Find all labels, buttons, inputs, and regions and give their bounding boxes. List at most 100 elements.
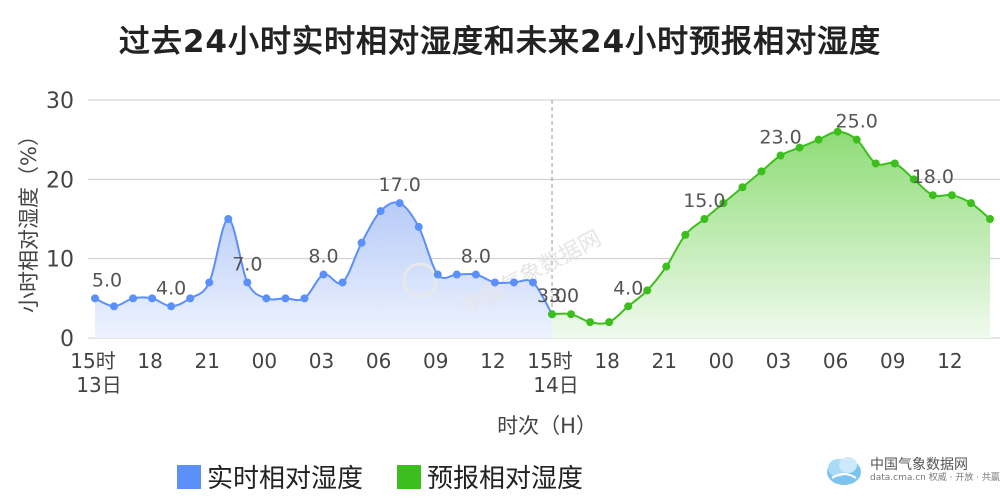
x-tick-label: 06 xyxy=(823,349,848,373)
data-label-forecast: 4.0 xyxy=(613,277,643,299)
data-point-forecast xyxy=(833,127,842,136)
data-point-actual xyxy=(243,278,252,287)
y-tick-label: 0 xyxy=(60,327,74,352)
x-tick-label: 15时 xyxy=(70,349,115,373)
logo-subtitle: data.cma.cn 权威 · 开放 · 共赢 xyxy=(870,472,1000,483)
x-tick-label: 09 xyxy=(423,349,448,373)
data-label-forecast: 25.0 xyxy=(836,111,878,133)
area-forecast xyxy=(552,131,990,338)
data-label-forecast: 23.0 xyxy=(759,127,801,149)
legend-label-actual: 实时相对湿度 xyxy=(206,464,363,494)
data-label-forecast: 15.0 xyxy=(683,190,725,212)
data-point-actual xyxy=(224,215,233,223)
chart-title: 过去24小时实时相对湿度和未来24小时预报相对湿度 xyxy=(118,24,882,60)
data-point-actual xyxy=(205,278,214,287)
data-point-forecast xyxy=(928,191,937,200)
x-tick-label: 12 xyxy=(937,349,962,373)
data-point-forecast xyxy=(776,151,785,160)
data-point-forecast xyxy=(586,318,595,327)
data-point-forecast xyxy=(757,167,766,176)
data-point-actual xyxy=(414,222,423,231)
data-point-forecast xyxy=(909,175,918,184)
data-point-actual xyxy=(490,278,499,287)
data-point-forecast xyxy=(814,135,823,144)
data-point-forecast xyxy=(567,310,576,319)
legend-label-forecast: 预报相对湿度 xyxy=(427,464,584,494)
x-tick-label: 00 xyxy=(709,349,734,373)
x-tick-label: 09 xyxy=(880,349,905,373)
x-date-label: 13日 xyxy=(76,373,121,397)
data-labels: 5.0 4.0 7.0 8.0 17.0 8.0 3.03.0 4.0 15.0 23.0 25.0… xyxy=(92,111,954,308)
data-point-actual xyxy=(300,294,309,303)
y-tick-label: 10 xyxy=(46,248,74,273)
data-point-forecast xyxy=(738,183,747,192)
x-tick-label: 15时 xyxy=(527,349,572,373)
data-label-actual: 3.0 xyxy=(537,285,567,307)
data-point-forecast xyxy=(719,199,728,208)
data-label-forecast: 18.0 xyxy=(912,166,954,188)
data-label-actual: 7.0 xyxy=(232,253,262,275)
data-points xyxy=(91,127,994,327)
legend-swatch-actual xyxy=(176,464,201,489)
data-point-forecast xyxy=(947,191,956,200)
data-label-actual: 17.0 xyxy=(379,174,421,196)
data-point-actual xyxy=(281,294,290,303)
data-point-forecast xyxy=(681,230,690,239)
y-tick-label: 20 xyxy=(46,168,74,193)
data-point-forecast xyxy=(605,318,614,327)
data-point-forecast xyxy=(548,310,557,319)
data-point-actual xyxy=(395,199,404,208)
data-point-actual xyxy=(528,278,537,287)
data-point-actual xyxy=(262,294,271,303)
legend-swatch-forecast xyxy=(397,464,421,489)
y-tick-label: 30 xyxy=(46,89,74,114)
data-point-actual xyxy=(129,294,138,303)
data-label-actual: 8.0 xyxy=(308,246,338,268)
data-label-actual: 4.0 xyxy=(156,277,186,299)
data-label-forecast: 3.0 xyxy=(549,285,579,307)
x-axis-label: 时次（H） xyxy=(497,414,597,438)
data-point-actual xyxy=(357,238,366,247)
data-point-forecast xyxy=(890,159,899,168)
area-actual xyxy=(95,202,553,338)
data-point-actual xyxy=(186,294,195,303)
data-point-actual xyxy=(167,302,176,311)
data-point-forecast xyxy=(662,262,671,271)
data-point-actual xyxy=(319,270,328,279)
legend-item-forecast[interactable]: 预报相对湿度 xyxy=(397,458,583,495)
data-point-actual xyxy=(91,294,99,303)
site-logo[interactable]: 中国气象数据网 data.cma.cn 权威 · 开放 · 共赢 xyxy=(824,452,1000,488)
x-tick-label: 21 xyxy=(652,349,677,373)
data-point-forecast xyxy=(700,215,709,223)
x-tick-label: 18 xyxy=(594,349,619,373)
x-tick-label: 12 xyxy=(480,349,505,373)
x-tick-label: 06 xyxy=(366,349,391,373)
data-point-forecast xyxy=(871,159,880,168)
x-tick-label: 18 xyxy=(137,349,162,373)
data-point-forecast xyxy=(966,199,975,208)
data-label-actual: 8.0 xyxy=(461,246,491,268)
legend-item-actual[interactable]: 实时相对湿度 xyxy=(176,458,363,495)
series-areas xyxy=(95,131,990,338)
watermark-icon xyxy=(402,262,438,298)
data-point-actual xyxy=(338,278,347,287)
data-point-forecast xyxy=(624,302,633,311)
data-point-forecast xyxy=(852,135,861,144)
data-point-actual xyxy=(509,278,518,287)
data-point-actual xyxy=(148,294,157,303)
data-point-actual xyxy=(452,270,461,279)
x-tick-label: 03 xyxy=(766,349,791,373)
data-point-actual xyxy=(110,302,119,311)
data-point-forecast xyxy=(643,286,652,295)
x-tick-label: 03 xyxy=(309,349,334,373)
cloud-logo-icon xyxy=(827,457,861,485)
data-point-actual xyxy=(376,207,385,216)
logo-name: 中国气象数据网 xyxy=(870,456,968,473)
x-date-label: 14日 xyxy=(533,373,578,397)
data-point-actual xyxy=(433,270,442,279)
data-point-forecast xyxy=(795,143,804,152)
x-tick-label: 21 xyxy=(195,349,220,373)
data-point-actual xyxy=(471,270,480,279)
